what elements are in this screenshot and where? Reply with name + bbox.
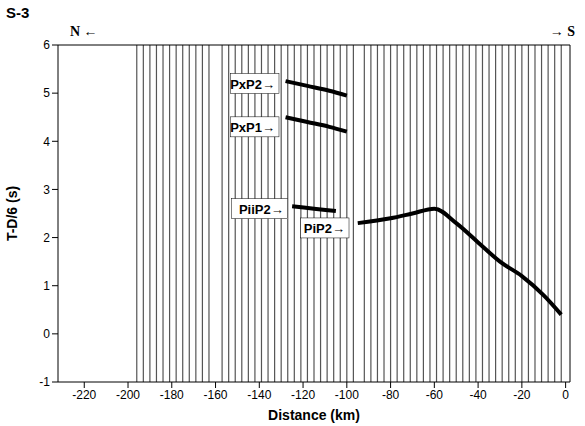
svg-text:-80: -80 <box>382 388 400 402</box>
html-text:S-3: S-3 <box>6 4 30 21</box>
svg-text:4: 4 <box>43 135 50 149</box>
svg-text:1: 1 <box>43 279 50 293</box>
svg-text:-1: -1 <box>39 375 50 389</box>
svg-text:PiiP2→: PiiP2→ <box>239 202 284 217</box>
svg-text:PxP2→: PxP2→ <box>230 77 275 92</box>
svg-text:PiP2→: PiP2→ <box>304 221 345 236</box>
svg-text:T-D/6 (s): T-D/6 (s) <box>4 186 20 241</box>
svg-text:-100: -100 <box>335 388 359 402</box>
svg-text:-200: -200 <box>116 388 140 402</box>
svg-text:-180: -180 <box>160 388 184 402</box>
svg-text:2: 2 <box>43 231 50 245</box>
html-text:N ←: N ← <box>70 24 98 39</box>
svg-text:-60: -60 <box>426 388 444 402</box>
svg-text:-20: -20 <box>513 388 531 402</box>
svg-text:-140: -140 <box>247 388 271 402</box>
svg-text:-120: -120 <box>291 388 315 402</box>
svg-text:6: 6 <box>43 38 50 52</box>
svg-text:5: 5 <box>43 86 50 100</box>
svg-text:-40: -40 <box>469 388 487 402</box>
html-text:→ S: → S <box>549 24 575 39</box>
svg-text:0: 0 <box>562 388 569 402</box>
svg-text:3: 3 <box>43 183 50 197</box>
svg-text:0: 0 <box>43 327 50 341</box>
svg-text:Distance (km): Distance (km) <box>268 407 360 423</box>
svg-text:PxP1→: PxP1→ <box>230 120 275 135</box>
svg-text:-220: -220 <box>72 388 96 402</box>
svg-text:-160: -160 <box>204 388 228 402</box>
